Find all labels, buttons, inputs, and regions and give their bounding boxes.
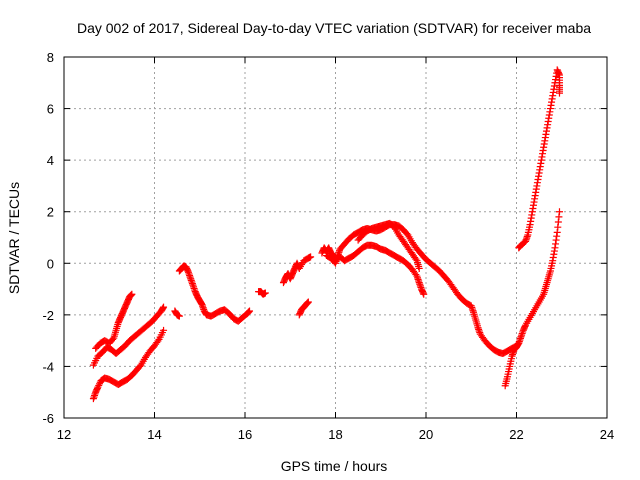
series-arc-10 bbox=[322, 221, 520, 358]
x-tick-label: 22 bbox=[509, 427, 523, 442]
series-arc-5 bbox=[175, 262, 254, 325]
series-arc-12 bbox=[501, 208, 563, 390]
data-point bbox=[415, 264, 423, 272]
series-arc-11 bbox=[354, 219, 423, 272]
data-point bbox=[261, 289, 269, 297]
x-tick-label: 14 bbox=[147, 427, 161, 442]
y-tick-label: 4 bbox=[47, 153, 54, 168]
x-tick-label: 16 bbox=[238, 427, 252, 442]
y-tick-label: 2 bbox=[47, 205, 54, 220]
data-point bbox=[96, 380, 104, 388]
data-point bbox=[412, 255, 420, 263]
series-arc-13 bbox=[515, 66, 563, 252]
series-arc-3 bbox=[89, 326, 168, 403]
series-arc-2 bbox=[92, 290, 136, 352]
data-point bbox=[555, 89, 563, 97]
y-tick-label: -2 bbox=[42, 308, 54, 323]
data-point bbox=[94, 383, 102, 391]
gridlines bbox=[64, 57, 607, 418]
series-arc-9 bbox=[318, 241, 428, 298]
data-point bbox=[412, 271, 420, 279]
data-point bbox=[95, 381, 103, 389]
data-points bbox=[89, 66, 563, 403]
series-arc-7 bbox=[279, 253, 315, 287]
data-point bbox=[128, 290, 136, 298]
data-point bbox=[175, 312, 183, 320]
data-point bbox=[420, 290, 428, 298]
data-point bbox=[555, 208, 563, 216]
y-tick-label: 6 bbox=[47, 102, 54, 117]
x-axis-label: GPS time / hours bbox=[281, 458, 388, 474]
y-tick-label: -6 bbox=[42, 411, 54, 426]
series-arc-6 bbox=[255, 288, 269, 298]
data-point bbox=[160, 326, 168, 334]
x-tick-label: 20 bbox=[419, 427, 433, 442]
x-tick-label: 18 bbox=[328, 427, 342, 442]
chart-title: Day 002 of 2017, Sidereal Day-to-day VTE… bbox=[77, 20, 591, 36]
y-axis-label: SDTVAR / TECUs bbox=[6, 182, 22, 294]
data-point bbox=[307, 253, 315, 261]
y-tick-label: 8 bbox=[47, 50, 54, 65]
y-tick-label: 0 bbox=[47, 256, 54, 271]
data-point bbox=[154, 337, 162, 345]
data-point bbox=[109, 335, 117, 343]
series-arc-4 bbox=[171, 307, 183, 320]
data-point bbox=[304, 298, 312, 306]
y-tick-label: -4 bbox=[42, 359, 54, 374]
x-tick-label: 24 bbox=[600, 427, 614, 442]
x-tick-label: 12 bbox=[57, 427, 71, 442]
data-point bbox=[246, 307, 254, 315]
series-arc-1 bbox=[89, 303, 168, 369]
data-point bbox=[160, 303, 168, 311]
series-arc-8 bbox=[295, 298, 312, 319]
